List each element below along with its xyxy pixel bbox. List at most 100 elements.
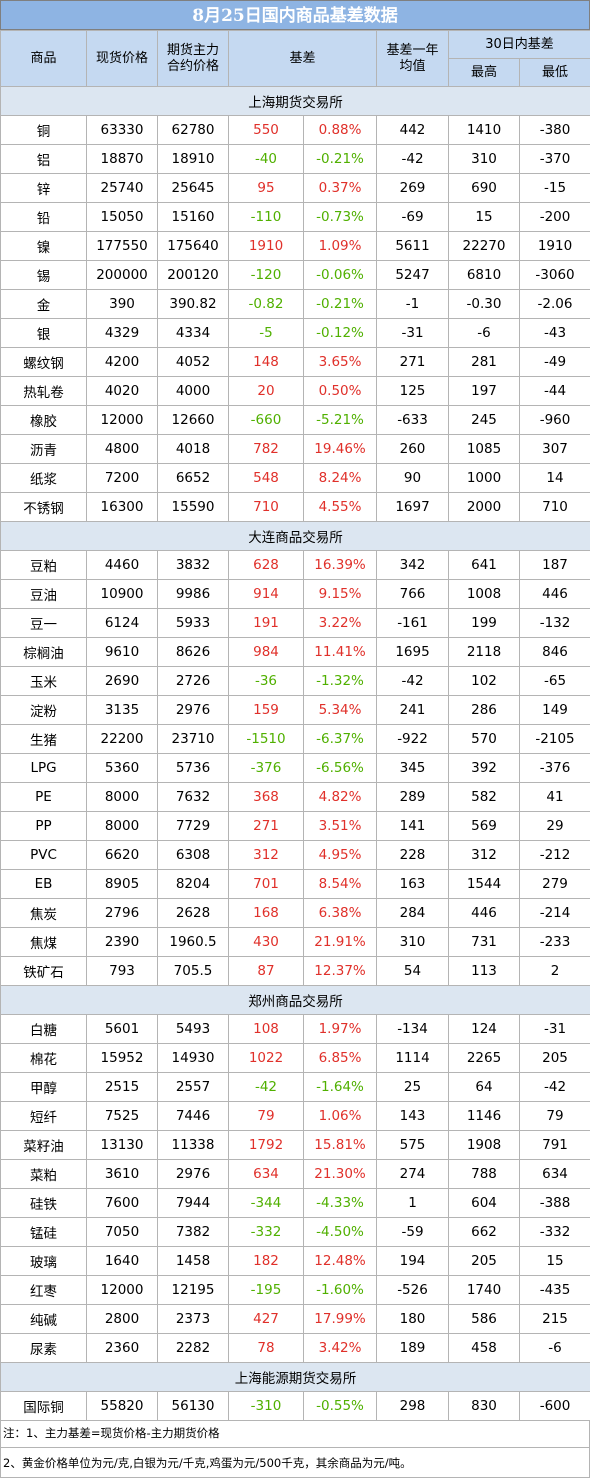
year-avg-cell: 1695 (376, 637, 450, 667)
year-avg-cell: 269 (376, 173, 450, 203)
commodity-cell: 橡胶 (0, 405, 87, 435)
basis-cell: -5 (228, 318, 304, 348)
basis-cell: 1022 (228, 1043, 304, 1073)
basis-cell: -1510 (228, 724, 304, 754)
basis-cell: 78 (228, 1333, 304, 1363)
page-title: 8月25日国内商品基差数据 (0, 0, 590, 30)
basis-percent-cell: -0.73% (302, 202, 378, 232)
low-cell: -49 (519, 347, 590, 377)
high-cell: 113 (448, 956, 521, 986)
header-30day-basis: 30日内基差 (448, 30, 590, 59)
futures-price-cell: 7729 (157, 811, 229, 841)
high-cell: 124 (448, 1014, 521, 1044)
year-avg-cell: 54 (376, 956, 450, 986)
year-avg-cell: 25 (376, 1072, 450, 1102)
commodity-cell: 锰硅 (0, 1217, 87, 1247)
low-cell: 791 (519, 1130, 590, 1160)
high-cell: 1008 (448, 579, 521, 609)
futures-price-cell: 7632 (157, 782, 229, 812)
basis-cell: 710 (228, 492, 304, 522)
basis-percent-cell: -1.64% (302, 1072, 378, 1102)
spot-price-cell: 7200 (86, 463, 158, 493)
high-cell: 310 (448, 144, 521, 174)
high-cell: 312 (448, 840, 521, 870)
table-row: EB 8905 8204 701 8.54% 163 1544 279 (0, 869, 590, 899)
exchange-header-row: 大连商品交易所 (0, 521, 590, 551)
high-cell: 1740 (448, 1275, 521, 1305)
futures-price-cell: 2373 (157, 1304, 229, 1334)
spot-price-cell: 25740 (86, 173, 158, 203)
high-cell: 392 (448, 753, 521, 783)
basis-cell: 1910 (228, 231, 304, 261)
low-cell: 279 (519, 869, 590, 899)
spot-price-cell: 8000 (86, 782, 158, 812)
low-cell: 2 (519, 956, 590, 986)
futures-price-cell: 15160 (157, 202, 229, 232)
table-row: 橡胶 12000 12660 -660 -5.21% -633 245 -960 (0, 405, 590, 435)
year-avg-cell: -1 (376, 289, 450, 319)
basis-cell: 95 (228, 173, 304, 203)
basis-percent-cell: 0.50% (302, 376, 378, 406)
high-cell: 731 (448, 927, 521, 957)
commodity-cell: 螺纹钢 (0, 347, 87, 377)
year-avg-cell: -42 (376, 666, 450, 696)
spot-price-cell: 2360 (86, 1333, 158, 1363)
low-cell: 710 (519, 492, 590, 522)
basis-percent-cell: 3.65% (302, 347, 378, 377)
basis-cell: -0.82 (228, 289, 304, 319)
year-avg-cell: -31 (376, 318, 450, 348)
high-cell: 6810 (448, 260, 521, 290)
low-cell: -65 (519, 666, 590, 696)
year-avg-cell: 575 (376, 1130, 450, 1160)
year-avg-cell: 141 (376, 811, 450, 841)
table-row: 纯碱 2800 2373 427 17.99% 180 586 215 (0, 1304, 590, 1334)
spot-price-cell: 7600 (86, 1188, 158, 1218)
spot-price-cell: 177550 (86, 231, 158, 261)
futures-price-cell: 4018 (157, 434, 229, 464)
basis-cell: 550 (228, 115, 304, 145)
futures-price-cell: 18910 (157, 144, 229, 174)
commodity-cell: 焦炭 (0, 898, 87, 928)
high-cell: 604 (448, 1188, 521, 1218)
spot-price-cell: 13130 (86, 1130, 158, 1160)
spot-price-cell: 7525 (86, 1101, 158, 1131)
header-commodity: 商品 (0, 30, 87, 87)
high-cell: 1410 (448, 115, 521, 145)
year-avg-cell: 194 (376, 1246, 450, 1276)
year-avg-cell: 289 (376, 782, 450, 812)
futures-price-cell: 4334 (157, 318, 229, 348)
footnote-2: 2、黄金价格单位为元/克,白银为元/千克,鸡蛋为元/500千克，其余商品为元/吨… (0, 1448, 590, 1478)
basis-percent-cell: -0.12% (302, 318, 378, 348)
low-cell: -2105 (519, 724, 590, 754)
table-row: 淀粉 3135 2976 159 5.34% 241 286 149 (0, 695, 590, 725)
basis-cell: -195 (228, 1275, 304, 1305)
low-cell: -960 (519, 405, 590, 435)
futures-price-cell: 6308 (157, 840, 229, 870)
basis-cell: 368 (228, 782, 304, 812)
basis-cell: 701 (228, 869, 304, 899)
high-cell: -0.30 (448, 289, 521, 319)
header-high: 最高 (448, 58, 521, 87)
basis-percent-cell: 1.09% (302, 231, 378, 261)
year-avg-cell: 1697 (376, 492, 450, 522)
table-row: PP 8000 7729 271 3.51% 141 569 29 (0, 811, 590, 841)
commodity-cell: 红枣 (0, 1275, 87, 1305)
futures-price-cell: 1458 (157, 1246, 229, 1276)
spot-price-cell: 4020 (86, 376, 158, 406)
commodity-cell: 沥青 (0, 434, 87, 464)
exchange-name: 大连商品交易所 (0, 521, 590, 551)
spot-price-cell: 3135 (86, 695, 158, 725)
low-cell: -214 (519, 898, 590, 928)
basis-percent-cell: 6.85% (302, 1043, 378, 1073)
commodity-cell: 菜籽油 (0, 1130, 87, 1160)
spot-price-cell: 63330 (86, 115, 158, 145)
table-row: 菜籽油 13130 11338 1792 15.81% 575 1908 791 (0, 1130, 590, 1160)
commodity-cell: 铅 (0, 202, 87, 232)
basis-percent-cell: -0.06% (302, 260, 378, 290)
spot-price-cell: 200000 (86, 260, 158, 290)
commodity-cell: 银 (0, 318, 87, 348)
year-avg-cell: -59 (376, 1217, 450, 1247)
basis-percent-cell: -0.55% (302, 1391, 378, 1421)
year-avg-cell: 766 (376, 579, 450, 609)
high-cell: 1908 (448, 1130, 521, 1160)
